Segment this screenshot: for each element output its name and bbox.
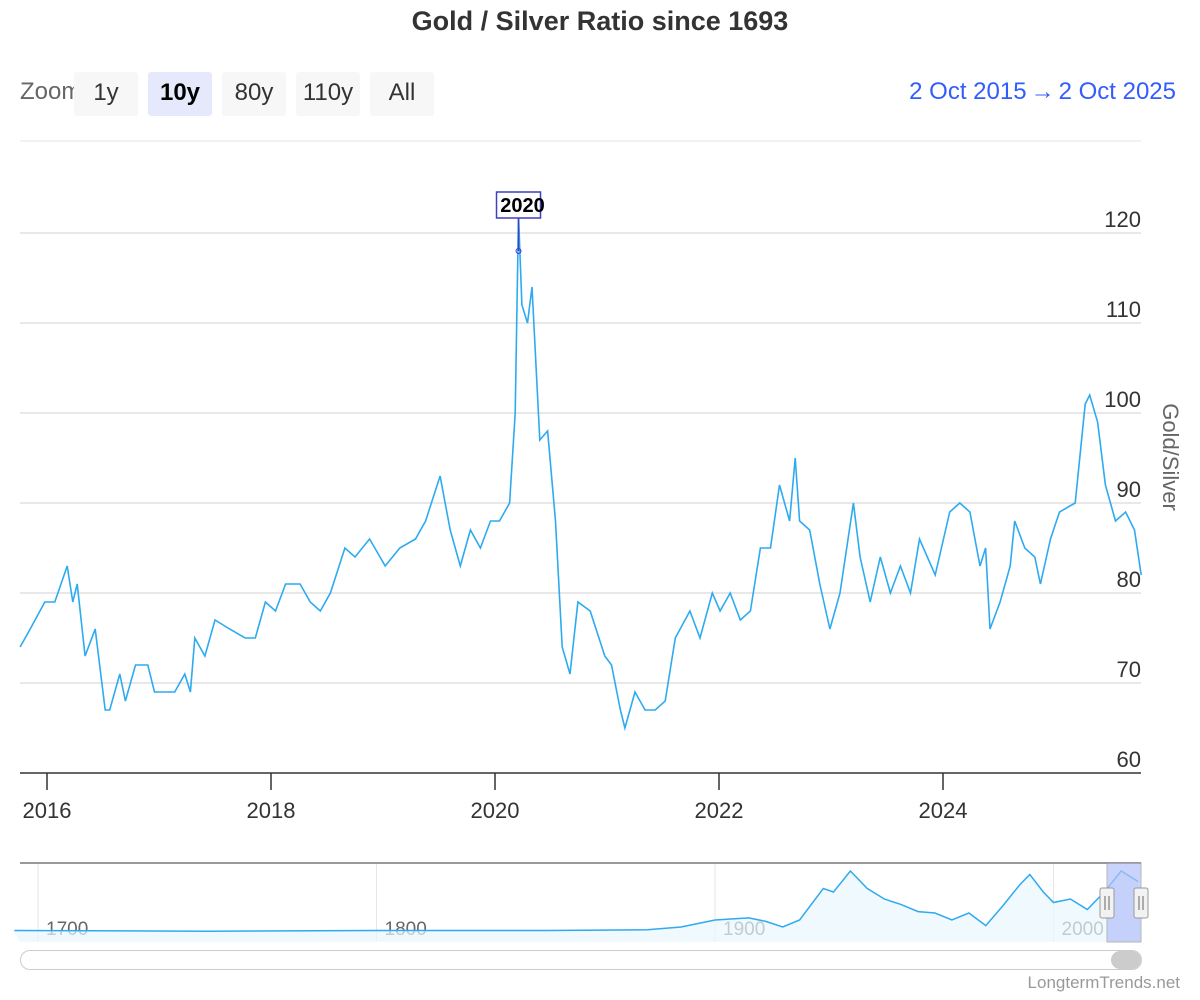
y-axis-label: Gold/Silver (1158, 403, 1183, 511)
y-tick-label: 70 (1117, 657, 1141, 682)
scrollbar[interactable] (20, 950, 1142, 970)
navigator-area (14, 871, 1141, 942)
y-tick-label: 90 (1117, 477, 1141, 502)
navigator-handle-left[interactable] (1099, 887, 1115, 919)
series-line (19, 214, 1142, 732)
x-tick-label: 2018 (247, 798, 296, 823)
date-range[interactable]: 2 Oct 2015 → 2 Oct 2025 (907, 78, 1178, 106)
x-tick-label: 2022 (695, 798, 744, 823)
handle-grip-icon (1104, 896, 1110, 910)
chart-title: Gold / Silver Ratio since 1693 (411, 6, 789, 36)
scrollbar-thumb[interactable] (1111, 951, 1141, 969)
annotation-label: 2020 (500, 195, 545, 217)
annotation-flag (495, 191, 542, 219)
zoom-10y-button[interactable]: 10y (148, 72, 212, 116)
y-tick-label: 80 (1117, 567, 1141, 592)
zoom-1y-button[interactable]: 1y (74, 72, 138, 116)
y-tick-label: 100 (1104, 387, 1141, 412)
x-tick-label: 2016 (23, 798, 72, 823)
handle-grip-icon (1138, 896, 1144, 910)
zoom-80y-button[interactable]: 80y (222, 72, 286, 116)
range-arrow: → (1030, 78, 1055, 105)
x-tick-label: 2024 (919, 798, 968, 823)
zoom-all-button[interactable]: All (370, 72, 434, 116)
credit: LongtermTrends.net (1027, 973, 1180, 992)
y-tick-label: 120 (1104, 207, 1141, 232)
navigator-handle-right[interactable] (1133, 887, 1149, 919)
x-tick-label: 2020 (471, 798, 520, 823)
range-from[interactable]: 2 Oct 2015 (909, 78, 1027, 105)
zoom-110y-button[interactable]: 110y (296, 72, 360, 116)
y-tick-label: 60 (1117, 747, 1141, 772)
y-tick-label: 110 (1106, 297, 1141, 322)
annotation-point (515, 248, 522, 254)
range-to[interactable]: 2 Oct 2025 (1058, 78, 1176, 105)
navigator-line (14, 869, 1139, 932)
zoom-label: Zoom (20, 78, 76, 105)
